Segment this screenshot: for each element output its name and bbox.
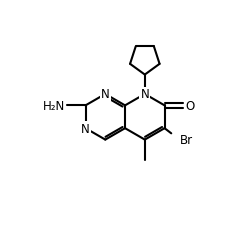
Text: N: N: [101, 88, 110, 101]
Text: N: N: [141, 88, 149, 101]
Text: O: O: [185, 99, 194, 112]
Text: Br: Br: [180, 133, 193, 146]
Text: H₂N: H₂N: [43, 99, 65, 112]
Text: N: N: [81, 122, 90, 135]
